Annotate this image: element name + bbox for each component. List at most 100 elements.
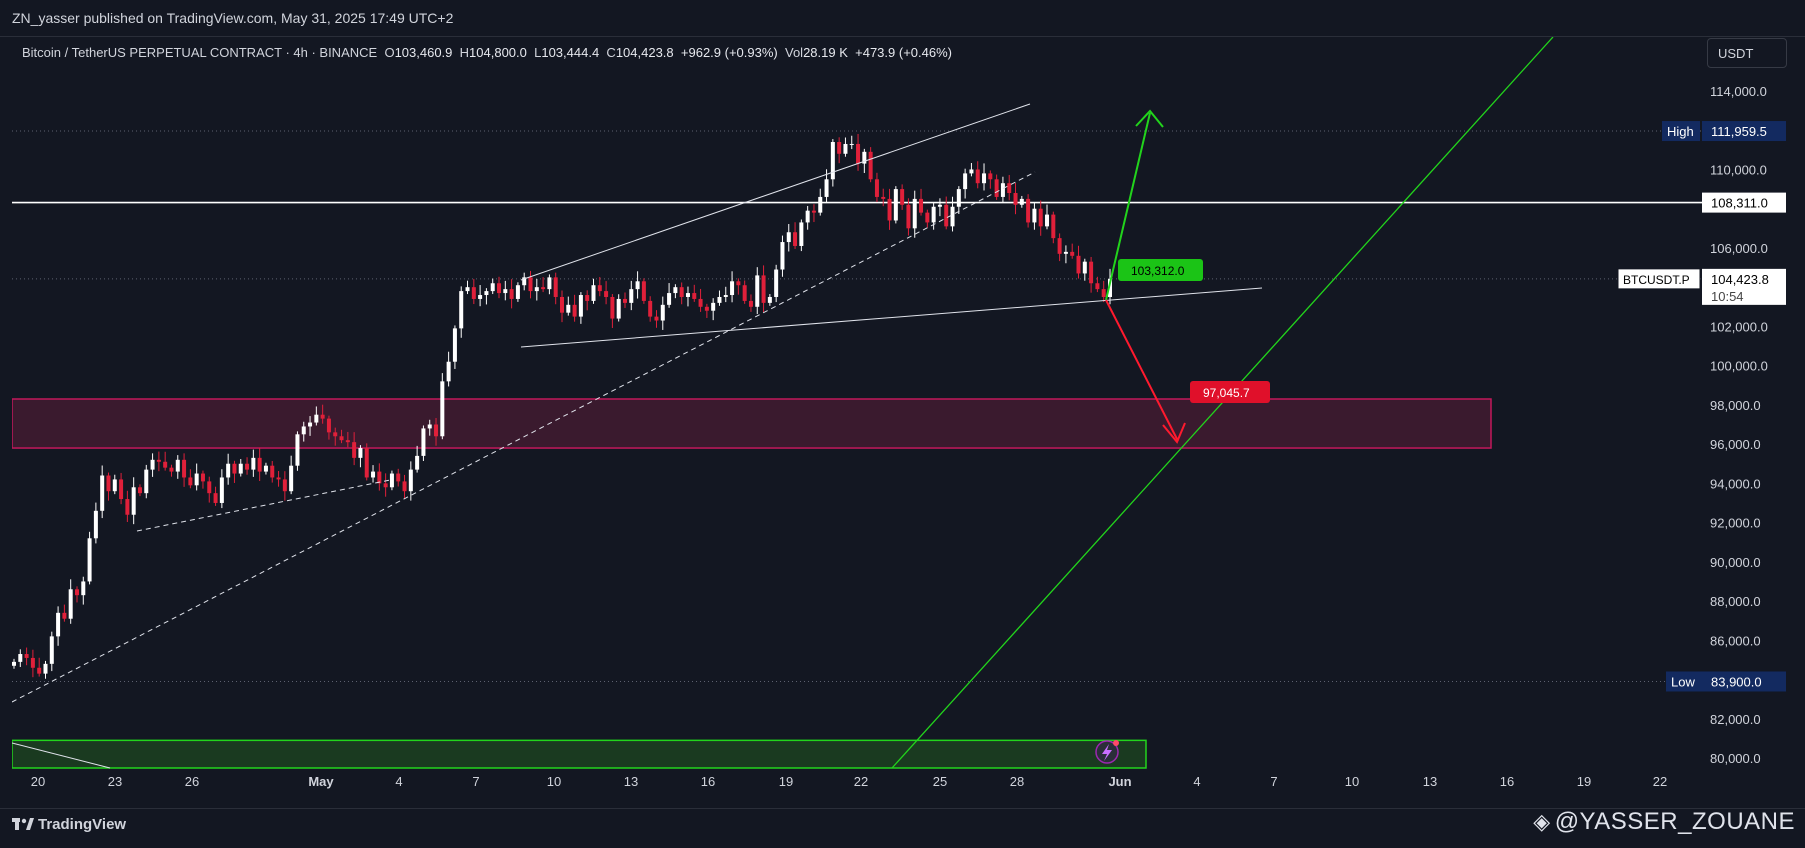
candle-body [755,275,760,307]
x-axis-tick-label: Jun [1108,774,1131,789]
candle-body [780,242,785,270]
x-axis-tick-label: 7 [1270,774,1277,789]
currency-button[interactable]: USDT [1707,38,1787,68]
candle-body [515,285,520,299]
candle-body [982,173,987,184]
tradingview-logo-text: TradingView [38,816,127,833]
bullish-arrow-head [1135,109,1164,128]
chart-area[interactable]: 103,312.0 97,045.7 114,000.0 110,000.0 106,0… [12,37,1788,807]
candle-body [931,206,936,223]
candle-body [119,479,124,500]
candle-body [459,291,464,329]
candle-body [137,487,142,494]
bottom-zone [12,739,1147,769]
candle-body [49,636,54,664]
candle-body [629,289,634,303]
x-axis-tick-label: 10 [1345,774,1359,789]
publish-header: ZN_yasser published on TradingView.com, … [0,0,1805,37]
candle-body [188,477,193,486]
candle-body [704,306,709,311]
candle-body [925,212,930,223]
candle-body [837,142,842,154]
volume-change: +473.9 (+0.46%) [855,45,952,60]
last-price-badge [1702,268,1786,305]
x-axis-tick-label: 23 [108,774,122,789]
candle-body [320,414,325,419]
candle-body [944,204,949,227]
low-value-badge [1702,671,1786,692]
candle-body [648,300,653,317]
candle-body [711,302,716,311]
symbol-legend: Bitcoin / TetherUS PERPETUAL CONTRACT · … [22,45,952,60]
low-label-text: Low [1671,674,1695,689]
candle-body [81,581,86,596]
high-value: 104,800.0 [469,45,527,60]
bearish-arrow-head [1162,422,1186,444]
author-watermark: ◈ @YASSER_ZOUANE [1533,808,1795,836]
candle-body [1057,238,1062,254]
candle-body [364,448,369,478]
candle-body [660,304,665,321]
candle-body [434,424,439,437]
candle-body [1101,289,1106,297]
candle-body [799,222,804,246]
candle-body [156,459,161,462]
candle-body [950,206,955,227]
candle-body [333,432,338,437]
x-axis-tick-label: 22 [1653,774,1667,789]
candle-body [446,361,451,382]
candle-body [578,295,583,317]
candle-body [478,295,483,299]
up-target-label: 103,312.0 [1131,264,1185,278]
y-axis-tick-label: 82,000.0 [1710,712,1761,727]
x-axis-tick-label: 22 [854,774,868,789]
candle-body [793,232,798,246]
candle-body [667,293,672,305]
y-axis-tick-label: 102,000.0 [1710,319,1768,334]
tradingview-logo[interactable]: TradingView [12,816,126,833]
candle-body [685,293,690,297]
down-target-badge [1190,381,1270,403]
candle-body [358,448,363,458]
bottom-trendline [12,742,111,769]
price-chart[interactable]: 103,312.0 97,045.7 114,000.0 110,000.0 106,0… [12,37,1788,807]
candle-body [912,198,917,229]
x-axis-tick-label: 25 [933,774,947,789]
candle-body [1063,251,1068,254]
high-label: H [459,45,470,60]
candle-body [937,204,942,207]
candle-body [93,510,98,539]
open-label: O [384,45,395,60]
candle-body [767,296,772,303]
candle-body [566,304,571,313]
candle-body [100,475,105,511]
bullish-arrow [1105,112,1151,301]
candle-body [553,277,558,297]
candle-body [1013,193,1018,205]
y-axis-tick-label: 88,000.0 [1710,594,1761,609]
candle-body [301,426,306,435]
candle-body [207,481,212,494]
candle-body [24,654,29,658]
candle-body [12,661,16,666]
candle-body [673,287,678,294]
candle-body [856,143,861,164]
low-value: 103,444.4 [541,45,600,60]
candle-body [1045,214,1050,227]
high-value-badge [1702,121,1786,142]
open-value: 103,460.9 [394,45,453,60]
candle-body [868,151,873,180]
candle-body [282,479,287,492]
candle-body [314,414,319,423]
candle-body [1000,183,1005,197]
candle-body [1051,214,1056,239]
x-axis-tick-label: 4 [395,774,402,789]
publish-info: ZN_yasser published on TradingView.com, … [12,10,454,26]
candle-body [818,196,823,213]
candle-body [1089,261,1094,284]
candle-body [610,296,615,319]
candle-body [440,381,445,437]
demand-zone [12,398,1492,449]
candle-body [169,467,174,472]
candle-body [352,442,357,458]
